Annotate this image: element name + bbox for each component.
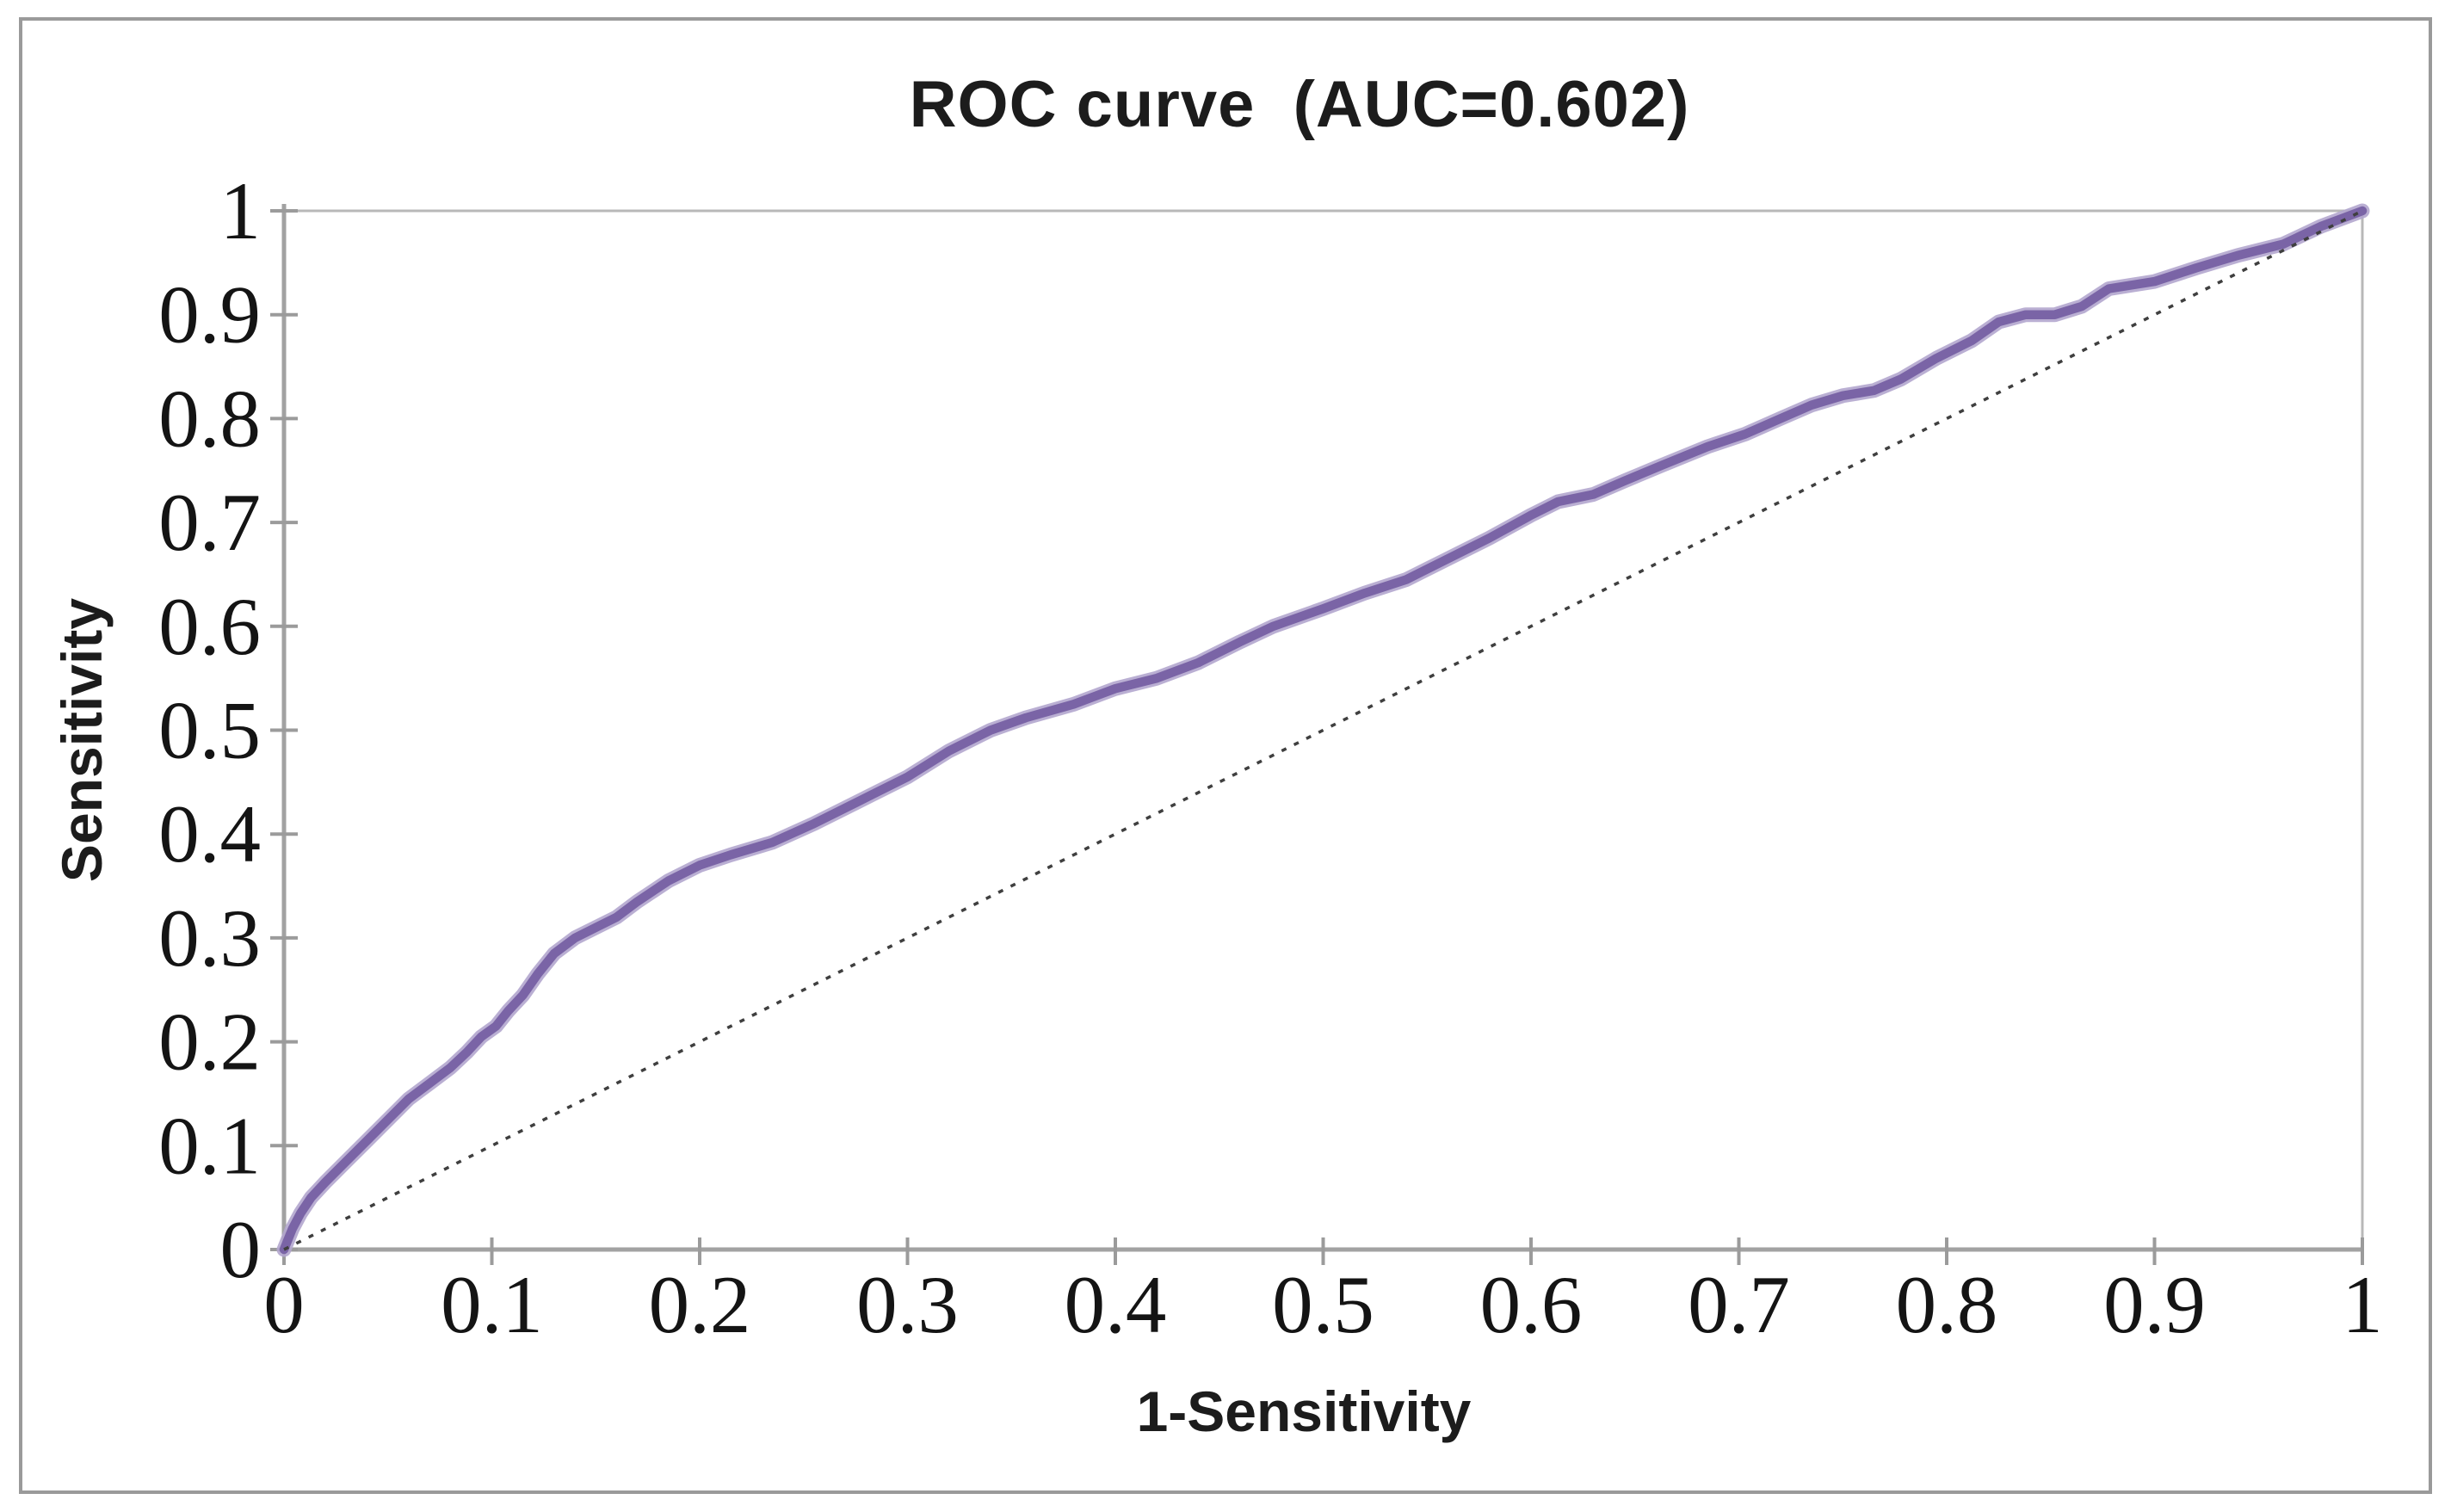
roc-curve xyxy=(279,206,2368,1255)
x-tick-label: 0.2 xyxy=(649,1259,751,1350)
x-tick-label: 0.9 xyxy=(2103,1259,2206,1350)
x-tick-label: 0.3 xyxy=(856,1259,959,1350)
diagonal-reference-line xyxy=(283,209,2363,1251)
y-tick-label: 0.6 xyxy=(158,581,261,672)
x-tick-label: 0 xyxy=(263,1259,305,1350)
y-tick-label: 0.4 xyxy=(158,788,261,879)
plot-area: 00.10.20.30.40.50.60.70.80.910 0.1 0.2 0.3 0… xyxy=(158,165,2383,1350)
y-tick-label: 0.9 xyxy=(158,269,261,361)
x-tick-label: 0.4 xyxy=(1065,1259,1167,1350)
y-tick-label: 0.2 xyxy=(158,997,261,1088)
x-tick-label: 1 xyxy=(2342,1259,2383,1350)
chart-title: ROC curve (AUC=0.602) xyxy=(910,68,1690,141)
y-tick-label: 1 xyxy=(220,165,262,256)
x-tick-label: 0.8 xyxy=(1896,1259,1998,1350)
x-tick-label: 0.1 xyxy=(441,1259,543,1350)
x-tick-label: 0.6 xyxy=(1480,1259,1583,1350)
y-tick-label: 0.3 xyxy=(158,892,261,984)
y-tick-label: 0.7 xyxy=(158,477,261,568)
x-axis-title: 1-Sensitivity xyxy=(1137,1379,1472,1443)
y-tick-label: 0.1 xyxy=(158,1100,261,1191)
figure-border xyxy=(19,17,2432,1494)
x-tick-label: 0.7 xyxy=(1688,1259,1790,1350)
y-axis-title: Sensitivity xyxy=(50,598,114,882)
y-tick-label: 0 xyxy=(220,1204,262,1295)
y-tick-label: 0.8 xyxy=(158,373,261,464)
y-tick-label: 0.5 xyxy=(158,685,261,776)
x-tick-label: 0.5 xyxy=(1272,1259,1374,1350)
